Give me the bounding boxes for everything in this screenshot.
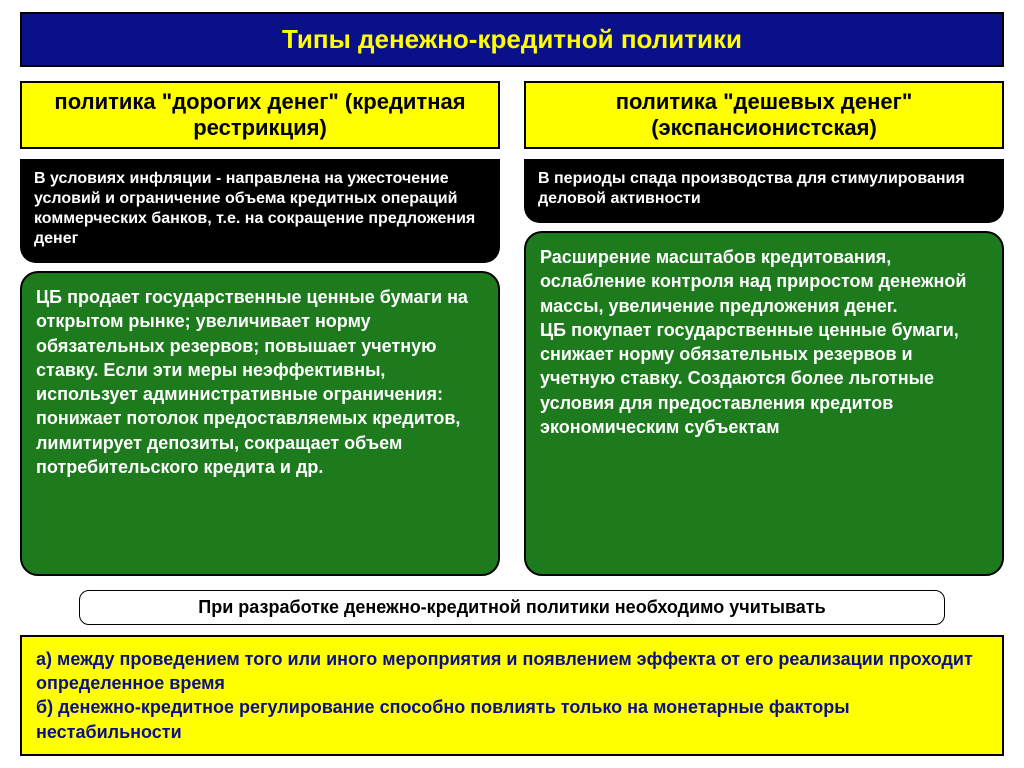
left-context-text: В условиях инфляции - направлена на ужес… — [34, 170, 475, 247]
notes-text: а) между проведением того или иного меро… — [36, 649, 973, 742]
right-context: В периоды спада производства для стимули… — [524, 159, 1004, 223]
left-detail: ЦБ продает государственные ценные бумаги… — [20, 271, 500, 576]
left-column: политика "дорогих денег" (кредитная рест… — [20, 81, 500, 576]
right-context-text: В периоды спада производства для стимули… — [538, 170, 965, 207]
right-subheader: политика "дешевых денег" (экспансионистс… — [524, 81, 1004, 149]
main-title-text: Типы денежно-кредитной политики — [282, 24, 742, 54]
left-subheader-text: политика "дорогих денег" (кредитная рест… — [54, 89, 465, 140]
consider-label: При разработке денежно-кредитной политик… — [79, 590, 945, 625]
left-context: В условиях инфляции - направлена на ужес… — [20, 159, 500, 263]
bottom-section: При разработке денежно-кредитной политик… — [20, 590, 1004, 756]
right-detail-text: Расширение масштабов кредитования, ослаб… — [540, 247, 966, 437]
consider-label-text: При разработке денежно-кредитной политик… — [198, 597, 825, 617]
right-column: политика "дешевых денег" (экспансионистс… — [524, 81, 1004, 576]
main-title: Типы денежно-кредитной политики — [20, 12, 1004, 67]
left-subheader: политика "дорогих денег" (кредитная рест… — [20, 81, 500, 149]
right-subheader-text: политика "дешевых денег" (экспансионистс… — [616, 89, 913, 140]
right-detail: Расширение масштабов кредитования, ослаб… — [524, 231, 1004, 576]
notes-box: а) между проведением того или иного меро… — [20, 635, 1004, 756]
left-detail-text: ЦБ продает государственные ценные бумаги… — [36, 287, 468, 477]
two-columns: политика "дорогих денег" (кредитная рест… — [20, 81, 1004, 576]
